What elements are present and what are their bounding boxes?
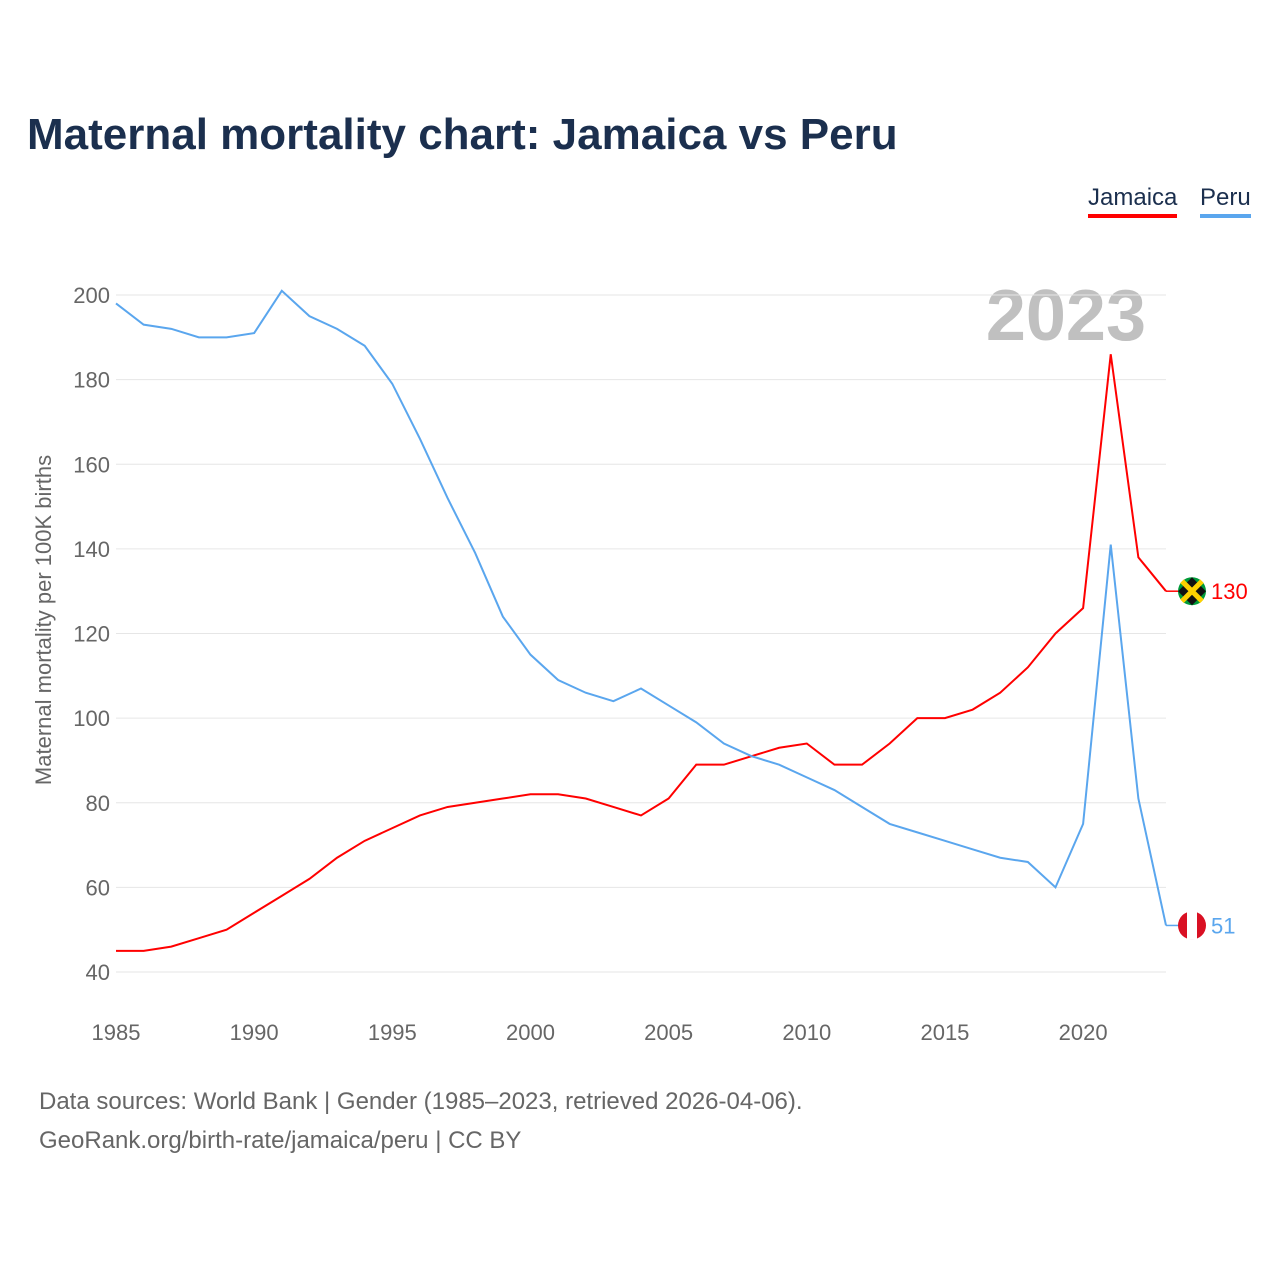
y-tick-label: 120 bbox=[73, 622, 110, 647]
y-tick-label: 60 bbox=[86, 875, 110, 900]
legend-jamaica[interactable]: Jamaica bbox=[1088, 184, 1178, 218]
end-value-label: 130 bbox=[1211, 579, 1248, 604]
y-tick-label: 100 bbox=[73, 706, 110, 731]
peru-flag-icon bbox=[1178, 911, 1206, 940]
y-tick-label: 200 bbox=[73, 283, 110, 308]
jamaica-flag-icon bbox=[1178, 577, 1206, 606]
end-value-label: 51 bbox=[1211, 913, 1235, 938]
y-tick-label: 180 bbox=[73, 368, 110, 393]
y-tick-label: 160 bbox=[73, 452, 110, 477]
legend-peru[interactable]: Peru bbox=[1200, 184, 1251, 218]
x-tick-label: 1995 bbox=[368, 1020, 417, 1045]
series-line-jamaica bbox=[116, 354, 1167, 952]
y-axis-label: Maternal mortality per 100K births bbox=[31, 455, 56, 785]
x-tick-label: 2010 bbox=[782, 1020, 831, 1045]
footer-url[interactable]: GeoRank.org/birth-rate/jamaica/peru | CC… bbox=[39, 1127, 522, 1154]
chart-title: Maternal mortality chart: Jamaica vs Per… bbox=[27, 110, 898, 159]
y-tick-label: 80 bbox=[86, 791, 110, 816]
footer-sources: Data sources: World Bank | Gender (1985–… bbox=[39, 1088, 803, 1115]
x-tick-label: 1990 bbox=[230, 1020, 279, 1045]
x-tick-label: 1985 bbox=[92, 1020, 141, 1045]
x-tick-label: 2020 bbox=[1059, 1020, 1108, 1045]
y-tick-label: 40 bbox=[86, 960, 110, 985]
y-tick-label: 140 bbox=[73, 537, 110, 562]
series-line-peru bbox=[115, 289, 1167, 926]
x-tick-label: 2015 bbox=[920, 1020, 969, 1045]
x-tick-label: 2000 bbox=[506, 1020, 555, 1045]
x-tick-label: 2005 bbox=[644, 1020, 693, 1045]
year-label: 2023 bbox=[986, 276, 1146, 356]
